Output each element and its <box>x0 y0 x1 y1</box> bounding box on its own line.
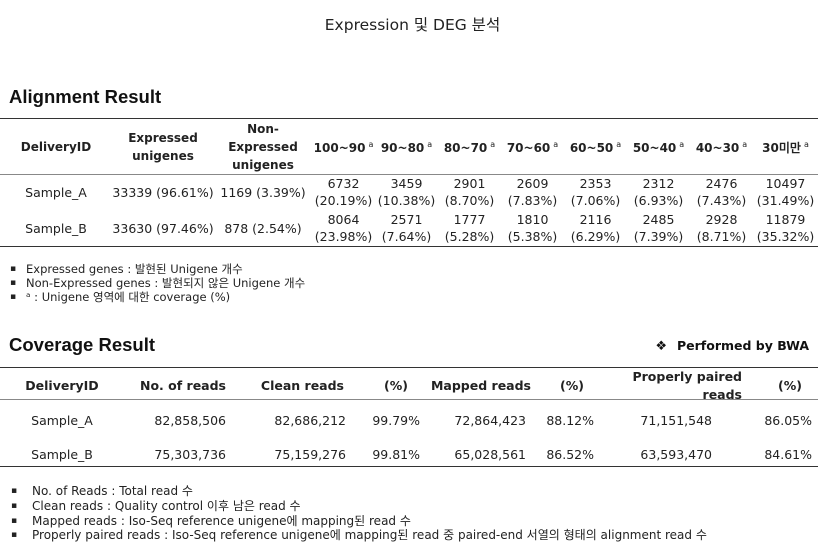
clean-pct-cell: 99.81% <box>372 446 420 462</box>
bin-cell: 2928 (8.71%) <box>696 212 747 244</box>
coverage-table-top-rule <box>0 367 818 368</box>
table-row: Sample_B 33630 (97.46%) 878 (2.54%) 8064… <box>0 210 818 246</box>
list-item: Expressed genes : 발현된 Unigene 개수 <box>9 262 305 276</box>
list-item: ᵃ : Unigene 영역에 대한 coverage (%) <box>9 290 305 304</box>
header-expressed-unigenes: Expressed unigenes <box>128 130 198 163</box>
bin-cell: 2312 (6.93%) <box>633 176 684 208</box>
coverage-section-title: Coverage Result <box>9 334 155 355</box>
bin-cell: 2901 (8.70%) <box>444 176 495 208</box>
bin-cell: 6732 (20.19%) <box>314 176 373 208</box>
no-of-reads-cell: 82,858,506 <box>154 413 226 428</box>
coverage-header-row: DeliveryID No. of reads Clean reads (%) … <box>0 368 818 404</box>
list-item: Clean reads : Quality control 이후 남은 read… <box>9 499 707 514</box>
bin-cell: 2353 (7.06%) <box>570 176 621 208</box>
alignment-section-title: Alignment Result <box>9 86 162 107</box>
mapped-reads-cell: 72,864,423 <box>454 413 526 428</box>
properly-paired-pct-cell: 84.61% <box>764 446 812 462</box>
alignment-table: DeliveryID Expressed unigenes Non-Expres… <box>0 119 818 246</box>
mapped-pct-cell: 86.52% <box>546 446 594 462</box>
delivery-id-cell: Sample_A <box>31 413 93 428</box>
coverage-table: DeliveryID No. of reads Clean reads (%) … <box>0 368 818 471</box>
alignment-header-row: DeliveryID Expressed unigenes Non-Expres… <box>0 119 818 174</box>
header-properly-paired-reads: Properly paired reads <box>632 369 742 402</box>
expressed-cell: 33630 (97.46%) <box>112 220 214 236</box>
bin-cell: 1810 (5.38%) <box>507 212 558 244</box>
list-item: No. of Reads : Total read 수 <box>9 484 707 499</box>
clean-reads-cell: 75,159,276 <box>274 446 346 462</box>
header-bin-70-60: 70~60 a <box>506 140 559 155</box>
header-clean-pct: (%) <box>384 378 408 393</box>
properly-paired-reads-cell: 71,151,548 <box>640 413 712 428</box>
coverage-notes: No. of Reads : Total read 수 Clean reads … <box>9 484 707 543</box>
mapped-reads-cell: 65,028,561 <box>454 446 526 462</box>
header-bin-40-30: 40~30 a <box>695 140 748 155</box>
header-bin-50-40: 50~40 a <box>632 140 685 155</box>
table-row: Sample_A 33339 (96.61%) 1169 (3.39%) 673… <box>0 174 818 210</box>
list-item: Non-Expressed genes : 발현되지 않은 Unigene 개수 <box>9 276 305 290</box>
properly-paired-reads-cell: 63,593,470 <box>640 446 712 462</box>
bin-cell: 10497 (31.49%) <box>756 176 815 208</box>
page-title: Expression 및 DEG 분석 <box>324 16 501 34</box>
header-bin-under-30: 30미만 a <box>762 140 809 155</box>
delivery-id-cell: Sample_B <box>31 446 93 462</box>
bin-cell: 2609 (7.83%) <box>507 176 558 208</box>
performed-by-note: ❖ Performed by BWA <box>655 338 809 354</box>
clean-reads-cell: 82,686,212 <box>274 413 346 428</box>
header-no-of-reads: No. of reads <box>140 378 226 393</box>
coverage-table-bottom-rule <box>0 466 818 467</box>
header-bin-80-70: 80~70 a <box>443 140 496 155</box>
table-row: Sample_A 82,858,506 82,686,212 99.79% 72… <box>0 404 818 437</box>
bin-cell: 1777 (5.28%) <box>444 212 495 244</box>
header-mapped-reads: Mapped reads <box>430 378 531 393</box>
coverage-table-header-rule <box>0 399 818 400</box>
non-expressed-cell: 1169 (3.39%) <box>220 184 306 200</box>
bin-cell: 3459 (10.38%) <box>377 176 436 208</box>
alignment-table-top-rule <box>0 118 818 119</box>
bin-cell: 8064 (23.98%) <box>314 212 373 244</box>
bin-cell: 2476 (7.43%) <box>696 176 747 208</box>
delivery-id-cell: Sample_B <box>25 220 87 236</box>
alignment-notes: Expressed genes : 발현된 Unigene 개수 Non-Exp… <box>9 262 305 305</box>
bin-cell: 2116 (6.29%) <box>570 212 621 244</box>
no-of-reads-cell: 75,303,736 <box>154 446 226 462</box>
header-non-expressed-unigenes: Non-Expressed unigenes <box>228 121 298 172</box>
table-row: Sample_B 75,303,736 75,159,276 99.81% 65… <box>0 437 818 471</box>
header-delivery-id: DeliveryID <box>25 378 99 393</box>
alignment-table-bottom-rule <box>0 246 818 247</box>
header-bin-100-90: 100~90 a <box>313 140 374 155</box>
header-clean-reads: Clean reads <box>260 378 344 393</box>
list-item: Properly paired reads : Iso-Seq referenc… <box>9 528 707 543</box>
header-bin-90-80: 90~80 a <box>380 140 433 155</box>
diamond-bullet-icon: ❖ <box>655 339 667 354</box>
bin-cell: 2485 (7.39%) <box>633 212 684 244</box>
header-properly-paired-pct: (%) <box>778 378 802 393</box>
expressed-cell: 33339 (96.61%) <box>112 184 214 200</box>
mapped-pct-cell: 88.12% <box>546 413 594 428</box>
bin-cell: 11879 (35.32%) <box>756 212 815 244</box>
non-expressed-cell: 878 (2.54%) <box>224 220 302 236</box>
bin-cell: 2571 (7.64%) <box>381 212 432 244</box>
delivery-id-cell: Sample_A <box>25 184 87 200</box>
header-delivery-id: DeliveryID <box>20 139 92 154</box>
header-mapped-pct: (%) <box>560 378 584 393</box>
alignment-table-header-rule <box>0 174 818 175</box>
header-bin-60-50: 60~50 a <box>569 140 622 155</box>
clean-pct-cell: 99.79% <box>372 413 420 428</box>
list-item: Mapped reads : Iso-Seq reference unigene… <box>9 514 707 529</box>
properly-paired-pct-cell: 86.05% <box>764 413 812 428</box>
